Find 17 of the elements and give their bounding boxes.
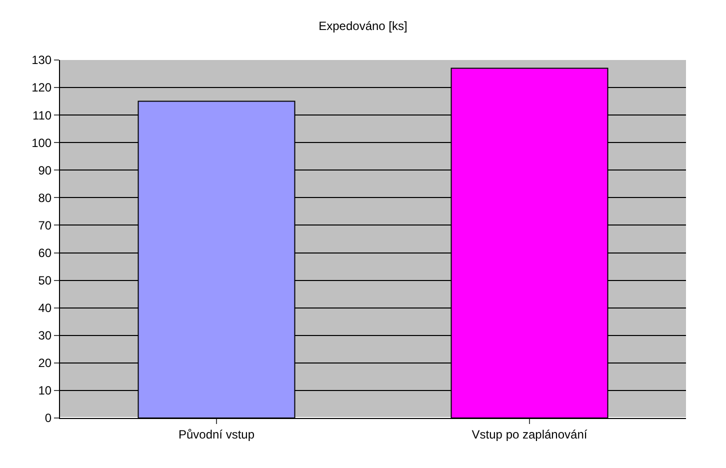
y-tick-label: 10	[38, 384, 52, 398]
y-tick-label: 120	[32, 80, 52, 95]
y-tick-label: 110	[32, 108, 52, 122]
y-tick-label: 80	[38, 190, 52, 205]
y-tick-label: 70	[38, 218, 52, 232]
y-tick-label: 0	[44, 411, 52, 426]
y-tick-label: 60	[38, 246, 52, 260]
y-tick-label: 100	[32, 136, 52, 150]
y-tick-label: 130	[32, 53, 52, 68]
x-tick-label: Vstup po zaplánování	[472, 427, 588, 442]
chart-title: Expedováno [ks]	[318, 19, 408, 33]
y-tick-label: 90	[38, 163, 52, 178]
y-tick-label: 30	[38, 328, 52, 343]
y-tick-label: 40	[38, 301, 52, 316]
x-tick-label: Původní vstup	[178, 427, 255, 442]
y-tick-label: 20	[38, 356, 52, 370]
y-tick-label: 50	[38, 274, 52, 288]
